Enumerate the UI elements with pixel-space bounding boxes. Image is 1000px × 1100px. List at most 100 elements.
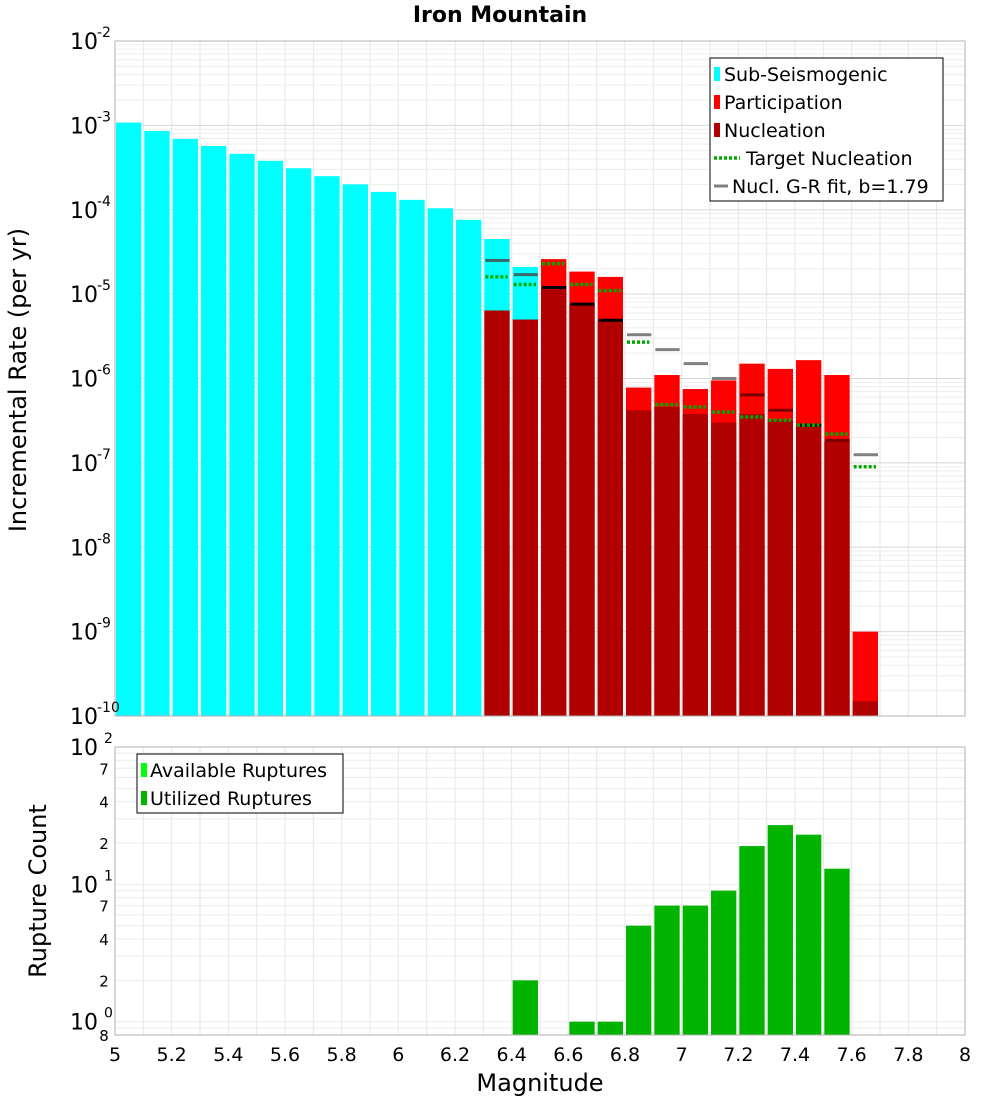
x-tick-label: 7.6 [837,1044,867,1066]
nucleation-bar [597,320,623,716]
y-tick-exponent: 0 [104,1006,113,1022]
utilized-ruptures-bar [512,980,538,1035]
legend-label: Available Ruptures [150,760,327,782]
y-minor-tick-label: 8 [99,1027,109,1045]
x-tick-label: 6.4 [497,1044,527,1066]
x-axis-label: Magnitude [476,1069,603,1097]
chart-title: Iron Mountain [413,3,587,28]
legend-item: Participation [714,92,843,114]
top-y-axis-label: Incremental Rate (per yr) [4,228,32,532]
y-tick-label: 10 -5 [70,278,111,308]
legend-swatch [141,763,147,777]
nucleation-bar [484,310,510,716]
bottom-y-axis-ticks: 10 2 10 1 10 0 7 4 2 7 4 2 8 [70,731,113,1045]
y-tick-exponent: -7 [97,447,111,463]
nucleation-bar [541,287,567,716]
y-tick-label: 10 -9 [70,616,111,646]
y-tick-base: 10 [70,705,98,730]
x-tick-label: 5.6 [270,1044,300,1066]
utilized-ruptures-bar [824,868,850,1035]
x-tick-label: 7.2 [723,1044,753,1066]
legend-swatch [714,95,720,109]
x-tick-label: 6 [392,1044,404,1066]
nucleation-bar [796,425,822,716]
y-tick-base: 10 [70,621,98,646]
nucleation-bar [824,441,850,716]
legend-label: Participation [724,92,843,114]
legend-item: Utilized Ruptures [141,788,312,810]
y-tick-label: 10 -10 [70,700,120,730]
y-tick-exponent: -6 [97,363,111,379]
top-plot-frame [114,40,966,717]
legend-item: Nucleation [714,120,826,142]
x-tick-label: 5.8 [327,1044,357,1066]
nucleation-bar [711,422,737,716]
y-tick-exponent: 2 [104,731,113,747]
y-tick-exponent: -8 [97,531,111,547]
x-axis-ticks: 5 5.2 5.4 5.6 5.8 6 6.2 6.4 6.6 6.8 7 7.2 7.4 7.6 7.8 8 [109,1044,971,1066]
x-tick-label: 6.2 [440,1044,470,1066]
bottom-plot-bars [512,825,850,1035]
x-tick-label: 7.8 [893,1044,923,1066]
x-tick-label: 6.8 [610,1044,640,1066]
y-tick-base: 10 [70,368,98,393]
y-tick-label: 10 -8 [70,531,111,561]
nucleation-bar [626,410,652,716]
utilized-ruptures-bar [739,846,765,1035]
legend-box [136,753,344,814]
sub-seismogenic-bar [342,184,368,717]
x-tick-label: 5.2 [157,1044,187,1066]
y-tick-label: 10 -2 [70,25,111,55]
legend-box [709,57,944,202]
y-tick-base: 10 [70,873,98,898]
nucleation-bar [767,420,793,716]
sub-seismogenic-bar [314,176,340,716]
x-tick-label: 7 [676,1044,688,1066]
y-tick-base: 10 [70,1011,98,1036]
top-plot-lines [485,259,878,469]
nucleation-bar [512,319,538,716]
utilized-ruptures-bar [682,905,708,1035]
legend-label: Sub-Seismogenic [724,64,888,86]
nucleation-bar [569,304,595,716]
sub-seismogenic-bar [257,160,283,717]
utilized-ruptures-bar [767,825,793,1035]
sub-seismogenic-bar [229,153,255,716]
y-tick-base: 10 [70,199,98,224]
sub-seismogenic-bar [201,145,227,717]
y-tick-exponent: -4 [97,194,111,210]
utilized-ruptures-bar [654,905,680,1035]
top-y-axis-ticks: 10-210-310-410-510-610-710-810-910-10 [70,25,120,730]
utilized-ruptures-bar [626,925,652,1035]
utilized-ruptures-bar [796,834,822,1035]
x-tick-label: 7.4 [780,1044,810,1066]
y-tick-base: 10 [70,452,98,477]
sub-seismogenic-bar [371,191,397,716]
x-tick-label: 5 [109,1044,121,1066]
top-legend: Sub-Seismogenic Participation Nucleation Ta… [709,57,944,202]
legend-label: Target Nucleation [745,148,913,170]
utilized-ruptures-bar [569,1021,595,1035]
legend-item: Nucl. G-R fit, b=1.79 [714,176,929,198]
sub-seismogenic-bar [172,138,198,716]
sub-seismogenic-bar [456,219,482,717]
nucleation-bar [682,413,708,716]
y-tick-label: 10 -6 [70,363,111,393]
sub-seismogenic-bar [144,130,170,717]
y-minor-tick-label: 4 [99,931,109,949]
y-tick-exponent: -10 [97,700,120,716]
y-tick-exponent: -5 [97,278,111,294]
bottom-plot-frame [114,746,966,1036]
y-tick-exponent: -9 [97,616,111,632]
y-tick-base: 10 [70,536,98,561]
legend-swatch [714,67,720,81]
y-tick-label: 10 1 [70,868,113,898]
legend-item: Target Nucleation [714,148,913,170]
y-tick-base: 10 [70,114,98,139]
bottom-y-axis-label: Rupture Count [24,804,52,978]
y-minor-tick-label: 7 [99,760,109,778]
x-tick-label: 5.4 [213,1044,243,1066]
nucleation-bar [654,406,680,716]
legend-swatch [714,123,720,137]
